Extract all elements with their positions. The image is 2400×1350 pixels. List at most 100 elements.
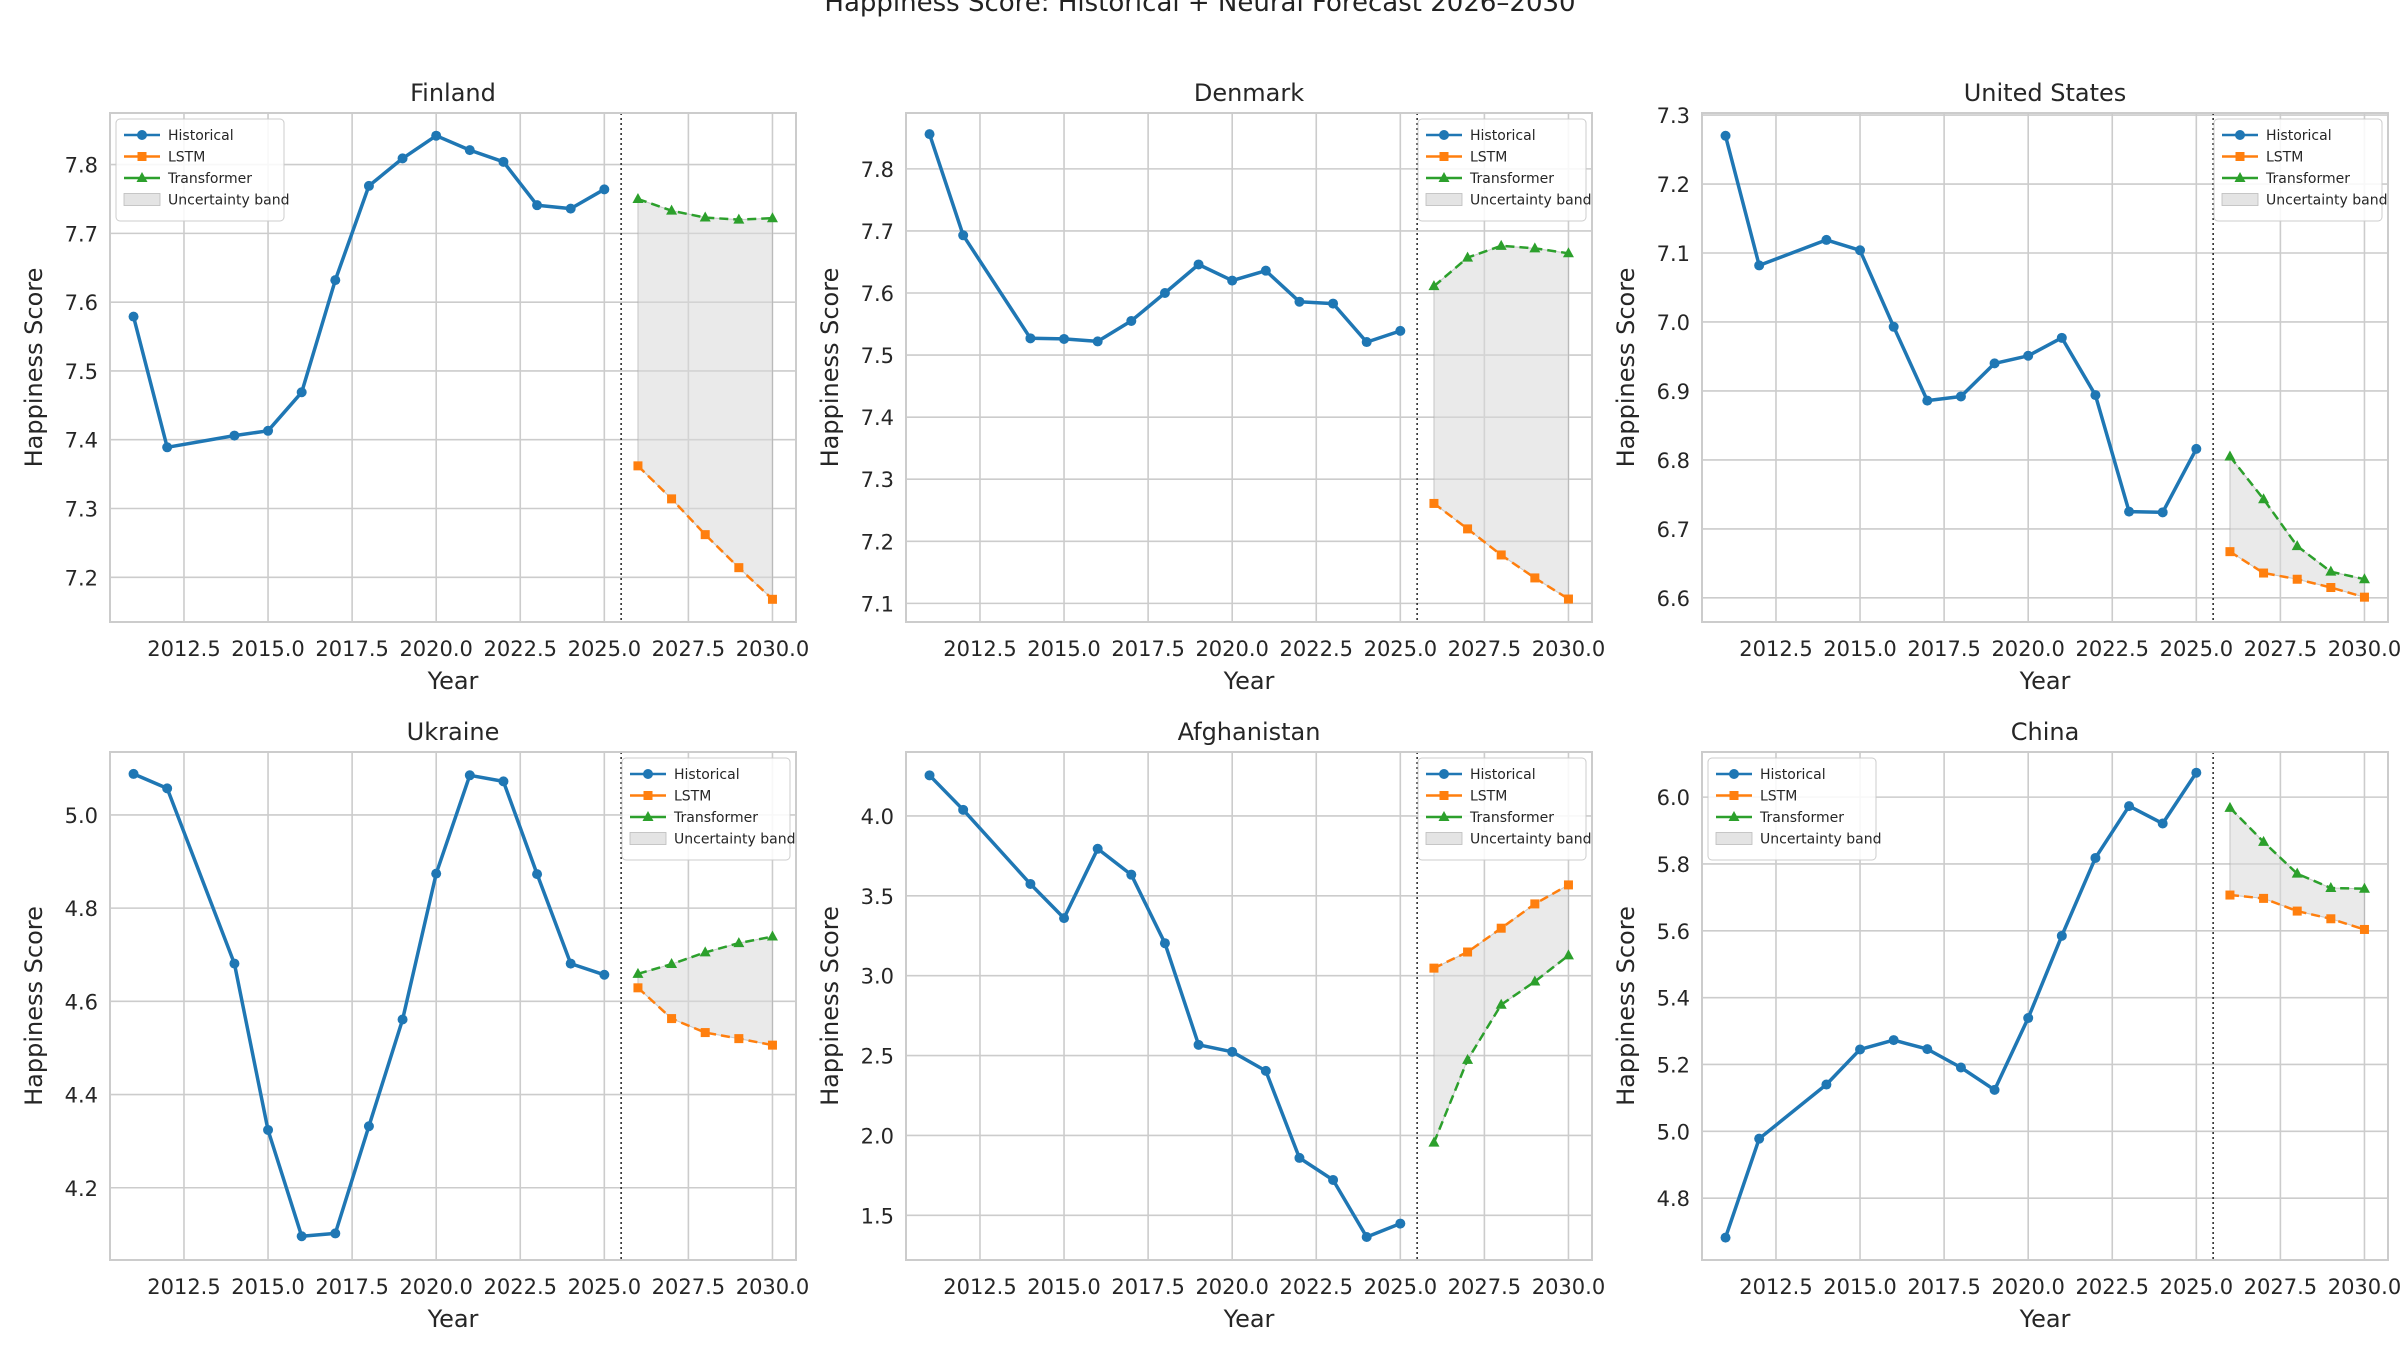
y-tick-label: 4.8 — [65, 897, 98, 921]
x-tick-label: 2025.0 — [568, 637, 641, 661]
historical-point — [1720, 1232, 1731, 1243]
y-axis-label: Happiness Score — [20, 906, 48, 1106]
y-tick-label: 7.2 — [861, 530, 894, 554]
transformer-point — [733, 213, 745, 224]
historical-point — [431, 868, 442, 879]
x-tick-label: 2022.5 — [1280, 1275, 1353, 1299]
historical-point — [1395, 325, 1406, 336]
historical-point — [1159, 938, 1170, 949]
historical-point — [464, 145, 475, 156]
legend-transformer-label: Transformer — [2265, 171, 2350, 187]
x-tick-label: 2020.0 — [1991, 637, 2064, 661]
transformer-point — [1428, 280, 1440, 291]
y-tick-label: 3.5 — [861, 885, 894, 909]
legend-historical-marker — [137, 130, 147, 140]
x-tick-label: 2030.0 — [736, 1275, 809, 1299]
series-lstm — [1429, 498, 1573, 604]
x-tick-label: 2015.0 — [231, 1275, 304, 1299]
legend-band-swatch — [629, 832, 667, 845]
legend-band-swatch — [1715, 832, 1753, 845]
lstm-line — [637, 986, 773, 1047]
subplot-title: United States — [1964, 79, 2127, 107]
transformer-point — [1495, 998, 1507, 1009]
historical-point — [532, 200, 543, 211]
historical-point — [1193, 1039, 1204, 1050]
historical-point — [2191, 767, 2202, 778]
x-axis-label: Year — [2019, 1305, 2071, 1333]
lstm-point — [2259, 893, 2269, 903]
x-tick-label: 2027.5 — [652, 637, 725, 661]
historical-point — [1361, 1231, 1372, 1242]
x-tick-label: 2027.5 — [1448, 1275, 1521, 1299]
transformer-point — [699, 211, 711, 222]
subplot-afghanistan: 2012.5 2015.0 2017.5 2020.0 2022.5 2025.0 2027… — [816, 718, 1605, 1333]
historical-point — [1260, 265, 1271, 276]
historical-point — [162, 783, 173, 794]
lstm-point — [767, 594, 777, 604]
transformer-point — [632, 192, 644, 203]
y-tick-label: 6.8 — [1657, 449, 1690, 473]
legend-historical-marker — [2235, 130, 2245, 140]
lstm-point — [700, 530, 710, 540]
y-tick-label: 6.0 — [1657, 786, 1690, 810]
historical-point — [599, 184, 610, 195]
historical-point — [1361, 337, 1372, 348]
transformer-point — [1529, 242, 1541, 253]
lstm-point — [2225, 547, 2235, 557]
x-tick-label: 2030.0 — [1532, 1275, 1605, 1299]
historical-point — [1855, 245, 1866, 256]
legend: Historical LSTM Transformer Uncertainty ban… — [2213, 118, 2387, 222]
x-tick-label: 2020.0 — [1195, 637, 1268, 661]
legend-transformer-marker — [1728, 811, 1740, 821]
x-tick-label: 2015.0 — [1823, 1275, 1896, 1299]
transformer-point — [1462, 1053, 1474, 1064]
x-tick-label: 2025.0 — [1364, 637, 1437, 661]
legend: Historical LSTM Transformer Uncertainty ban… — [1707, 757, 1881, 861]
legend-uncertainty-band-label: Uncertainty band — [2266, 193, 2387, 209]
legend-lstm-marker — [137, 152, 147, 161]
lstm-point — [1563, 594, 1573, 604]
historical-line — [132, 772, 605, 1238]
historical-point — [1989, 358, 2000, 369]
transformer-point — [1529, 975, 1541, 986]
historical-point — [2056, 930, 2067, 941]
x-tick-label: 2022.5 — [1280, 637, 1353, 661]
series-historical — [128, 130, 610, 453]
historical-point — [296, 1231, 307, 1242]
lstm-point — [734, 563, 744, 573]
legend-lstm-marker — [2235, 152, 2245, 161]
series-historical — [924, 129, 1406, 348]
transformer-line — [1433, 244, 1569, 288]
legend-historical-label: Historical — [168, 128, 234, 144]
axes-frame — [905, 751, 1593, 1261]
y-axis-label: Happiness Score — [20, 268, 48, 468]
historical-point — [162, 442, 173, 453]
historical-point — [263, 425, 274, 436]
historical-point — [1294, 1152, 1305, 1163]
subplot-denmark: 2012.5 2015.0 2017.5 2020.0 2022.5 2025.0 2027… — [816, 79, 1605, 695]
x-tick-label: 2015.0 — [231, 637, 304, 661]
historical-point — [330, 1228, 341, 1239]
legend-band-swatch — [123, 193, 161, 206]
series-historical — [1720, 767, 2202, 1243]
historical-point — [1955, 391, 1966, 402]
x-axis-label: Year — [1223, 1305, 1275, 1333]
lstm-point — [2225, 890, 2235, 900]
y-tick-label: 4.8 — [1657, 1187, 1690, 1211]
historical-point — [1855, 1044, 1866, 1055]
x-tick-label: 2015.0 — [1027, 1275, 1100, 1299]
historical-point — [1922, 1044, 1933, 1055]
historical-point — [229, 430, 240, 441]
transformer-line — [2229, 806, 2365, 890]
historical-point — [1821, 234, 1832, 245]
subplot-title: Finland — [410, 79, 496, 107]
historical-point — [464, 770, 475, 781]
historical-point — [1754, 1133, 1765, 1144]
x-tick-label: 2020.0 — [399, 1275, 472, 1299]
transformer-point — [766, 930, 778, 941]
transformer-point — [1562, 247, 1574, 258]
x-tick-label: 2012.5 — [1739, 1275, 1812, 1299]
legend-lstm-label: LSTM — [1470, 150, 1507, 166]
legend-transformer-label: Transformer — [1759, 810, 1844, 826]
transformer-point — [2258, 835, 2270, 846]
